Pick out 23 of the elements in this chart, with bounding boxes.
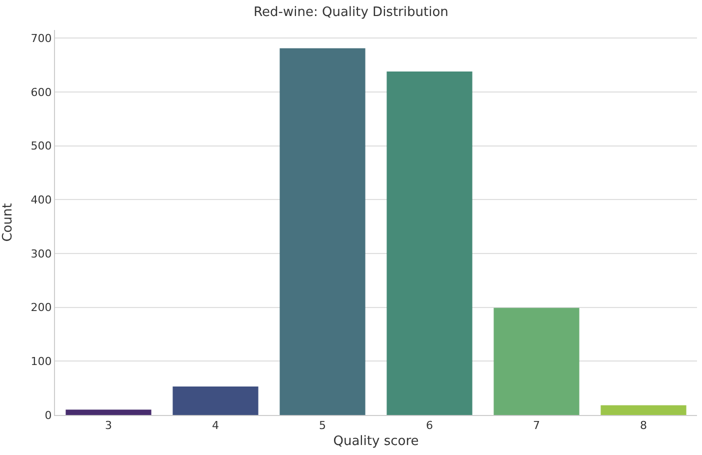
x-tick-label: 3 bbox=[105, 419, 112, 432]
y-tick-label: 0 bbox=[44, 408, 52, 422]
x-axis-title: Quality score bbox=[333, 434, 419, 449]
bar bbox=[66, 410, 152, 415]
bar bbox=[386, 71, 472, 415]
y-tick-label: 700 bbox=[30, 32, 52, 45]
bar bbox=[494, 308, 580, 415]
bar bbox=[280, 48, 366, 415]
y-tick-label: 100 bbox=[30, 355, 52, 368]
bar bbox=[600, 405, 686, 415]
y-tick-label: 600 bbox=[30, 86, 52, 99]
y-tick-label: 200 bbox=[30, 301, 52, 314]
x-tick-label: 5 bbox=[319, 419, 326, 432]
y-axis-title: Count bbox=[0, 203, 16, 242]
y-tick-label: 400 bbox=[30, 193, 52, 206]
bar bbox=[172, 386, 258, 415]
y-tick-label: 300 bbox=[30, 247, 52, 260]
x-tick-label: 7 bbox=[533, 419, 540, 432]
x-tick-label: 6 bbox=[426, 419, 433, 432]
chart-title: Red-wine: Quality Distribution bbox=[254, 4, 448, 20]
x-tick-label: 8 bbox=[640, 419, 647, 432]
y-tick-label: 500 bbox=[30, 140, 52, 153]
x-tick-label: 4 bbox=[212, 419, 219, 432]
